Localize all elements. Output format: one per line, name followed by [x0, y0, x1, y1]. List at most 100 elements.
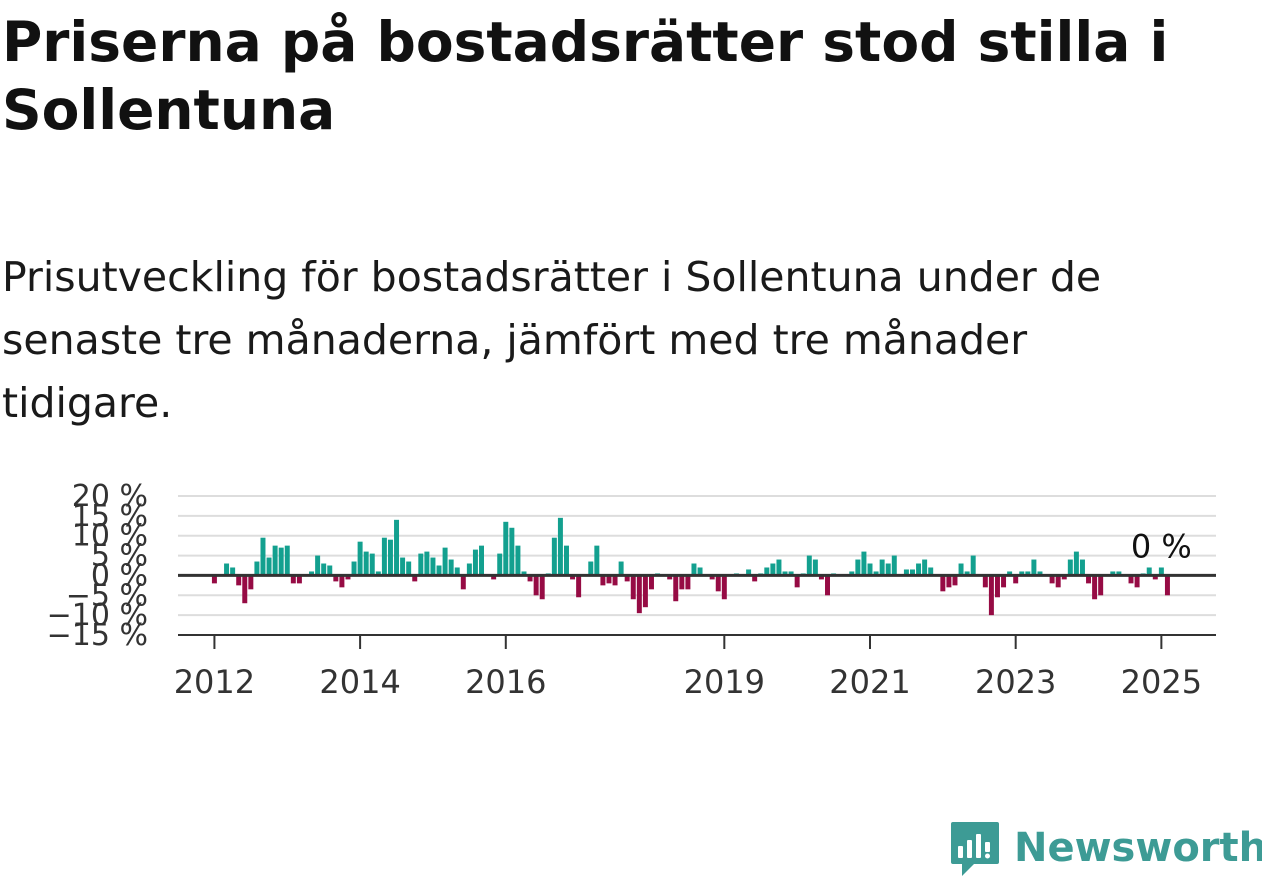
bar [721, 575, 727, 600]
bar [673, 575, 679, 602]
chart-title: Priserna på bostadsrätter stod stilla i … [2, 10, 1169, 142]
bar [1067, 559, 1073, 576]
x-tick-label: 2016 [465, 663, 546, 700]
y-tick-label: 10 % [72, 519, 148, 554]
bar [594, 545, 600, 576]
bar [224, 563, 230, 576]
bar [418, 553, 424, 576]
y-tick-label: −10 % [47, 598, 148, 633]
bar [855, 559, 861, 576]
bar [424, 551, 430, 576]
bar [818, 575, 824, 580]
bar [551, 537, 557, 576]
bar [381, 537, 387, 576]
bar [958, 563, 964, 576]
bar [321, 563, 327, 576]
bar [272, 545, 278, 576]
bar [752, 575, 758, 582]
bar [406, 561, 412, 576]
bar [982, 575, 988, 588]
bar [1146, 567, 1152, 576]
bar [891, 555, 897, 576]
bar [539, 575, 545, 600]
x-axis-ticks: 2012 2014 2016 2019 2021 2023 2025 [174, 635, 1202, 700]
bar [290, 575, 296, 584]
bar [248, 575, 254, 590]
bar [642, 575, 648, 608]
bar [1158, 567, 1164, 576]
bar [1110, 571, 1116, 576]
bar [242, 575, 248, 604]
bar [363, 551, 369, 576]
bar [309, 571, 315, 576]
bar [1164, 575, 1170, 596]
bar [794, 575, 800, 588]
newsworthy-logo-text: Newsworthy [1014, 825, 1262, 871]
bar [509, 527, 515, 576]
bar [1134, 575, 1140, 588]
bar-chart: −15 %−10 %−5 %0 %5 %10 %15 %20 % 2012 201… [47, 479, 1216, 700]
bar [588, 561, 594, 576]
bar [612, 575, 618, 586]
bar [715, 575, 721, 592]
bar [236, 575, 242, 586]
y-tick-label: 0 % [91, 558, 148, 593]
bar [648, 575, 654, 590]
bar [679, 575, 685, 590]
y-tick-label: −5 % [66, 578, 148, 613]
bar [260, 537, 266, 576]
bar [1073, 551, 1079, 576]
bar [1061, 575, 1067, 580]
bar [266, 557, 272, 576]
bar [806, 555, 812, 576]
bar [691, 563, 697, 576]
bar [345, 575, 351, 580]
bar [849, 571, 855, 576]
bar [600, 575, 606, 586]
bar [412, 575, 418, 582]
bar [1019, 571, 1025, 576]
bar [1001, 575, 1007, 588]
bar [491, 575, 497, 580]
bar [867, 563, 873, 576]
bar [375, 571, 381, 576]
bar [636, 575, 642, 614]
bar [964, 571, 970, 576]
bar [946, 575, 952, 588]
bar [503, 521, 509, 576]
bar [910, 569, 915, 576]
bar [430, 557, 436, 576]
x-tick-label: 2019 [684, 663, 765, 700]
bar [387, 539, 393, 576]
bar [994, 575, 1000, 598]
bar [333, 575, 339, 582]
bar [624, 575, 630, 582]
bar [952, 575, 958, 586]
bar [369, 553, 375, 576]
bar [436, 565, 442, 576]
bar [1116, 571, 1122, 576]
newsworthy-logo: Newsworthy [950, 816, 1262, 880]
bar [315, 555, 321, 576]
newsworthy-logo-icon [951, 822, 999, 876]
bar [1055, 575, 1061, 588]
bar [746, 569, 752, 576]
bar [284, 545, 290, 576]
bar [812, 559, 818, 576]
bar [788, 571, 794, 576]
x-tick-label: 2014 [319, 663, 400, 700]
bar [1037, 571, 1043, 576]
bar [400, 557, 406, 576]
bar [1079, 559, 1085, 576]
bar [327, 565, 333, 576]
bar [776, 559, 782, 576]
bar [278, 547, 284, 576]
bar [339, 575, 345, 588]
y-tick-label: 5 % [91, 539, 148, 574]
bar [497, 553, 503, 576]
bar [970, 555, 976, 576]
bar [667, 575, 673, 580]
chart-subtitle: Prisutveckling för bostadsrätter i Solle… [2, 253, 1102, 427]
bar [515, 545, 521, 576]
bar [533, 575, 539, 596]
